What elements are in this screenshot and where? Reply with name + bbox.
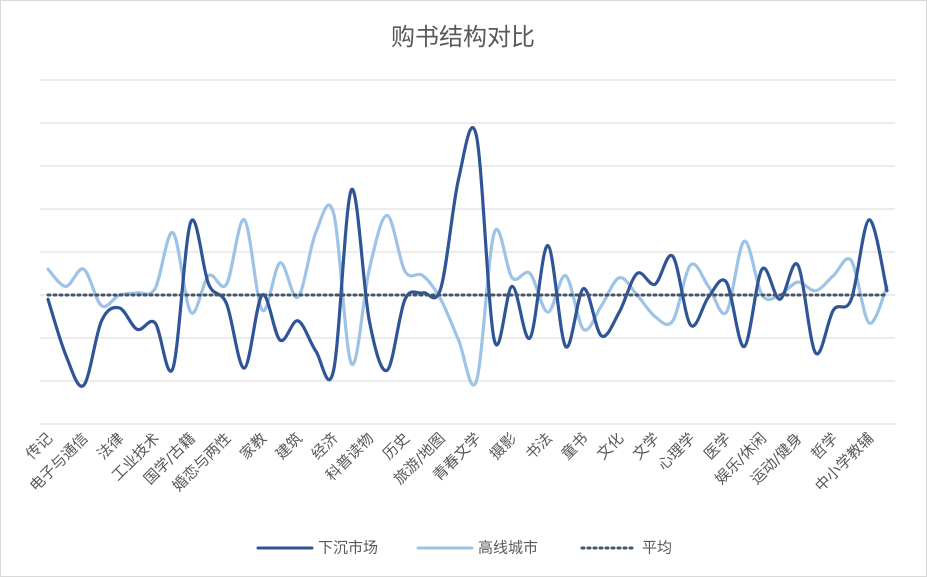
chart-title: 购书结构对比 [391, 23, 535, 51]
series-line [46, 203, 889, 387]
series-line [46, 126, 889, 388]
legend-label: 下沉市场 [318, 539, 378, 557]
legend-label: 高线城市 [478, 539, 538, 557]
legend-label: 平均 [642, 539, 672, 557]
